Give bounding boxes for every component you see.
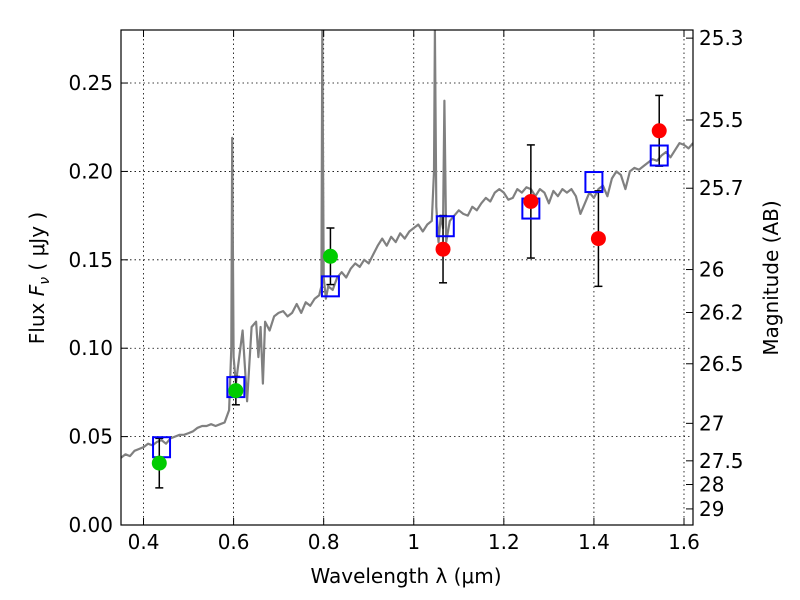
x-tick-label: 0.4 [128,530,160,554]
sed-model-line [121,30,693,459]
x-tick-label: 0.6 [218,530,250,554]
y-tick-label: 0.00 [68,513,113,537]
y2-tick-label: 28 [699,473,724,497]
y-axis-label: Flux Fν ( μJy ) [25,212,53,344]
y2-tick-label: 29 [699,497,724,521]
y2-tick-label: 25.5 [699,108,744,132]
marker-layer [151,123,669,471]
data-point-circle [322,248,338,264]
y-tick-label: 0.20 [68,159,113,183]
plot-frame [120,29,694,526]
y-tick-label: 0.25 [68,71,113,95]
y2-tick-label: 26 [699,258,724,282]
y-tick-label: 0.10 [68,336,113,360]
data-point-circle [435,241,451,257]
data-point-circle [651,123,667,139]
x-tick-label: 1 [407,530,420,554]
x-axis-label: Wavelength λ (μm) [310,564,501,588]
y2-tick-label: 25.7 [699,176,744,200]
y-axis-label-sub: ν [37,277,53,285]
y-tick-label: 0.15 [68,248,113,272]
label-layer: 0.4 0.6 0.8 1 1.2 1.4 1.6 0.00 0.05 0.10 0.15 0.20 0… [68,26,743,554]
y-tick-label: 0.05 [68,425,113,449]
x-tick-label: 1.2 [488,530,520,554]
y-axis-label-pre: Flux [25,296,49,344]
y-axis-label-post: ( μJy ) [25,212,49,277]
y2-tick-label: 27 [699,411,724,435]
tick-layer [121,30,693,526]
model-point-square [435,215,455,238]
x-tick-label: 1.4 [578,530,610,554]
y-axis-label-symbol: F [25,284,49,296]
y2-tick-label: 26.5 [699,352,744,376]
x-tick-label: 1.6 [668,530,700,554]
y2-axis-label: Magnitude (AB) [759,200,783,355]
data-point-circle [523,193,539,209]
data-point-circle [590,231,606,247]
model-point-square [649,144,669,167]
y2-tick-label: 26.2 [699,301,744,325]
data-point-circle [151,455,167,471]
y2-tick-label: 25.3 [699,26,744,50]
sed-model-layer [121,30,693,459]
y2-tick-label: 27.5 [699,449,744,473]
x-tick-label: 0.8 [308,530,340,554]
model-point-square [584,171,604,194]
model-point-square [320,275,340,298]
data-point-circle [228,383,244,399]
